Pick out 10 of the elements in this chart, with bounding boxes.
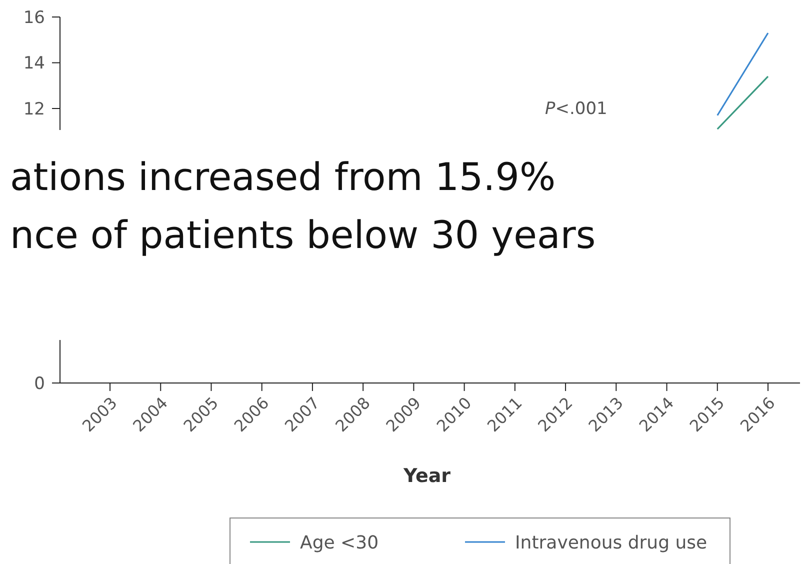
legend-label: Age <30 <box>300 532 379 554</box>
x-axis-title: Year <box>402 465 452 487</box>
y-tick-label: 14 <box>23 54 45 74</box>
y-tick-label: 16 <box>23 8 45 28</box>
y-tick-label: 12 <box>23 99 45 120</box>
annotation: P<.001 <box>545 99 608 119</box>
annotation: ations increased from 15.9% <box>10 155 556 199</box>
legend-label: Intravenous drug use <box>515 532 708 554</box>
annotation: nce of patients below 30 years <box>10 213 596 257</box>
y-tick-label: 0 <box>34 374 45 394</box>
